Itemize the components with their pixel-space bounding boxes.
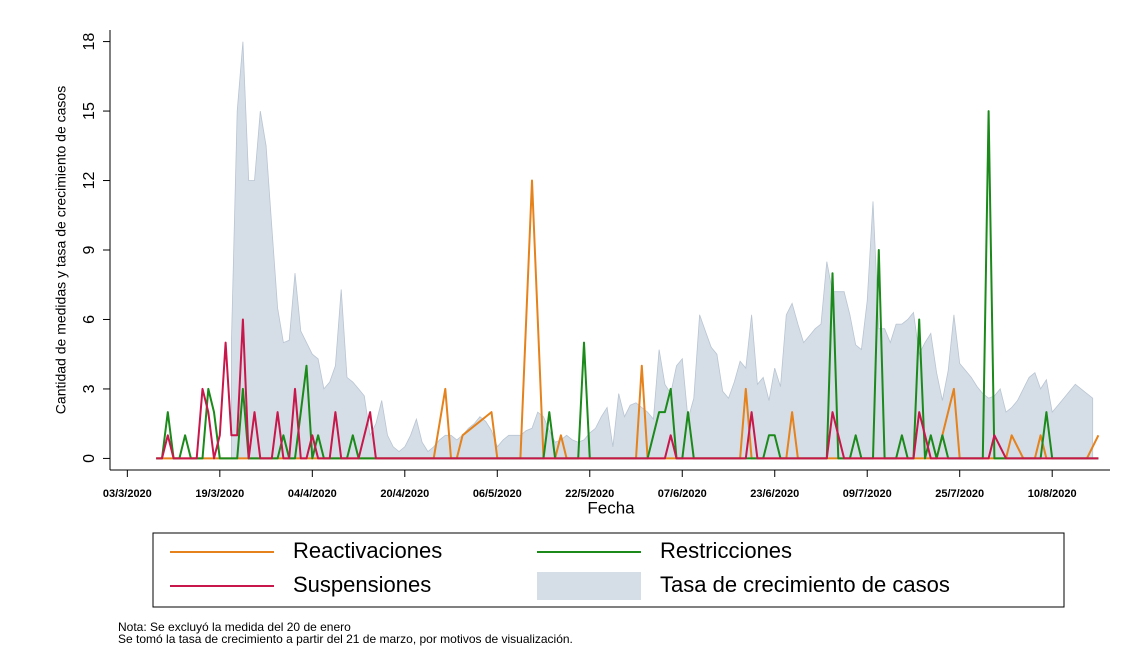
- line: [156, 318, 1099, 460]
- y-tick-label: 15: [81, 102, 98, 120]
- x-axis-title: Fecha: [587, 498, 635, 517]
- x-tick-label: 10/8/2020: [1028, 488, 1077, 500]
- x-tick-label: 06/5/2020: [473, 488, 522, 500]
- y-tick-label: 6: [81, 315, 98, 324]
- x-tick-label: 03/3/2020: [103, 488, 152, 500]
- x-tick-label: 04/4/2020: [288, 488, 337, 500]
- y-tick-label: 12: [81, 172, 98, 190]
- note: Se tomó la tasa de crecimiento a partir …: [118, 632, 573, 646]
- x-tick-label: 07/6/2020: [658, 488, 707, 500]
- legend-label: Tasa de crecimiento de casos: [660, 572, 950, 597]
- y-tick-label: 3: [81, 384, 98, 393]
- plot-area: [156, 41, 1100, 460]
- x-tick-label: 23/6/2020: [750, 488, 799, 500]
- legend-label: Restricciones: [660, 538, 792, 563]
- line: [156, 110, 1099, 460]
- y-axis-title: Cantidad de medidas y tasa de crecimient…: [53, 86, 69, 414]
- y-tick-label: 18: [81, 33, 98, 51]
- legend-swatch: [537, 572, 641, 600]
- x-tick-label: 20/4/2020: [380, 488, 429, 500]
- legend-label: Suspensiones: [293, 572, 431, 597]
- y-tick-label: 0: [81, 454, 98, 463]
- note: Nota: Se excluyó la medida del 20 de ene…: [118, 620, 351, 634]
- y-tick-label: 9: [81, 245, 98, 254]
- x-tick-label: 25/7/2020: [935, 488, 984, 500]
- x-tick-label: 19/3/2020: [195, 488, 244, 500]
- legend-label: Reactivaciones: [293, 538, 442, 563]
- x-tick-label: 09/7/2020: [843, 488, 892, 500]
- x-tick-label: 22/5/2020: [565, 488, 614, 500]
